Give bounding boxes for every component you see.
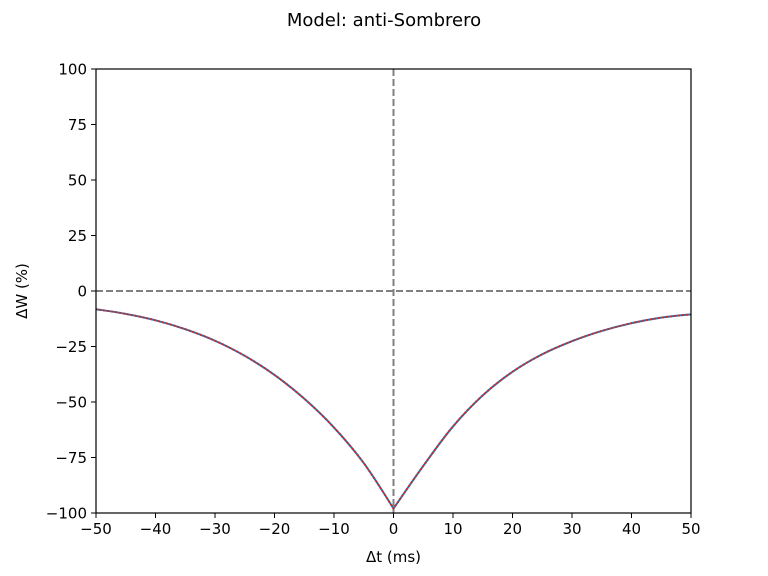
y-tick-label: 75 (68, 116, 87, 134)
plot-area: −50 −40 −30 −20 −10 0 10 20 30 40 50−100−75−50−250… (46, 61, 701, 539)
x-tick-label: 20 (503, 520, 522, 538)
y-axis-label: ΔW (%) (13, 263, 31, 319)
x-tick-label: 50 (681, 520, 700, 538)
y-tick-label: 50 (68, 172, 87, 190)
x-tick-label: 10 (443, 520, 462, 538)
x-tick-label: 0 (389, 520, 399, 538)
x-axis-label: Δt (ms) (366, 548, 421, 566)
series-line-2 (96, 308, 691, 511)
x-tick-label: −40 (140, 520, 172, 538)
x-tick-label: −30 (199, 520, 231, 538)
y-tick-label: −25 (55, 338, 87, 356)
y-tick-label: −50 (55, 394, 87, 412)
x-tick-label: 40 (622, 520, 641, 538)
y-tick-label: 0 (77, 283, 87, 301)
x-tick-label: −10 (318, 520, 350, 538)
y-tick-label: −75 (55, 449, 87, 467)
x-tick-label: −20 (259, 520, 291, 538)
chart-title: Model: anti-Sombrero (287, 10, 481, 31)
y-tick-label: 25 (68, 227, 87, 245)
y-tick-label: −100 (46, 505, 87, 523)
x-tick-label: −50 (80, 520, 112, 538)
y-tick-label: 100 (58, 61, 87, 79)
x-tick-label: 30 (562, 520, 581, 538)
